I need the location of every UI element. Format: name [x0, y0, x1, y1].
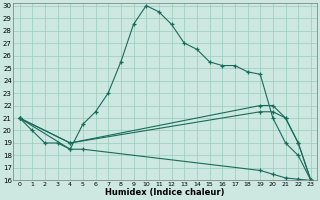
X-axis label: Humidex (Indice chaleur): Humidex (Indice chaleur)	[106, 188, 225, 197]
